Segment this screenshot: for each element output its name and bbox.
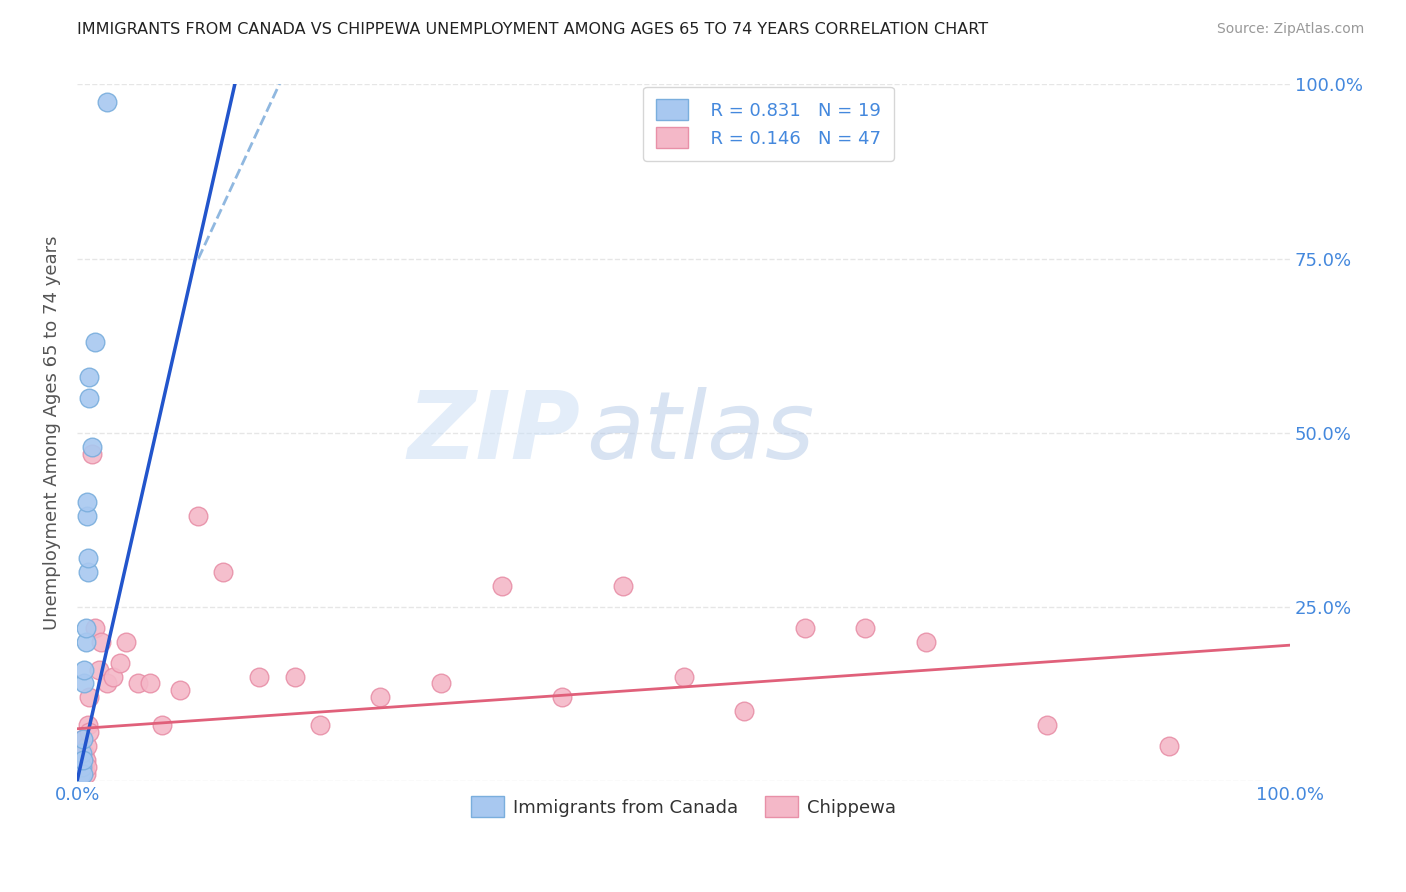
Point bbox=[73, 676, 96, 690]
Point bbox=[108, 656, 131, 670]
Point bbox=[96, 676, 118, 690]
Point bbox=[733, 704, 755, 718]
Point bbox=[70, 746, 93, 760]
Point bbox=[672, 669, 695, 683]
Text: ZIP: ZIP bbox=[408, 387, 581, 479]
Point bbox=[370, 690, 392, 705]
Point bbox=[127, 676, 149, 690]
Point bbox=[77, 725, 100, 739]
Point bbox=[169, 683, 191, 698]
Point bbox=[75, 767, 97, 781]
Point bbox=[1157, 739, 1180, 754]
Point bbox=[75, 621, 97, 635]
Text: IMMIGRANTS FROM CANADA VS CHIPPEWA UNEMPLOYMENT AMONG AGES 65 TO 74 YEARS CORREL: IMMIGRANTS FROM CANADA VS CHIPPEWA UNEMP… bbox=[77, 22, 988, 37]
Point bbox=[80, 440, 103, 454]
Point bbox=[72, 767, 94, 781]
Point bbox=[77, 391, 100, 405]
Point bbox=[915, 634, 938, 648]
Point bbox=[72, 760, 94, 774]
Point bbox=[90, 634, 112, 648]
Point bbox=[211, 565, 233, 579]
Point bbox=[284, 669, 307, 683]
Point bbox=[70, 760, 93, 774]
Point bbox=[80, 447, 103, 461]
Text: atlas: atlas bbox=[586, 387, 814, 478]
Point bbox=[855, 621, 877, 635]
Point bbox=[70, 746, 93, 760]
Point bbox=[139, 676, 162, 690]
Point bbox=[84, 621, 107, 635]
Point bbox=[76, 495, 98, 509]
Point bbox=[69, 767, 91, 781]
Point bbox=[77, 718, 100, 732]
Legend: Immigrants from Canada, Chippewa: Immigrants from Canada, Chippewa bbox=[464, 789, 903, 824]
Point bbox=[308, 718, 330, 732]
Y-axis label: Unemployment Among Ages 65 to 74 years: Unemployment Among Ages 65 to 74 years bbox=[44, 235, 60, 630]
Point bbox=[247, 669, 270, 683]
Point bbox=[114, 634, 136, 648]
Point bbox=[72, 767, 94, 781]
Point bbox=[73, 663, 96, 677]
Point bbox=[73, 760, 96, 774]
Point bbox=[73, 746, 96, 760]
Point bbox=[69, 753, 91, 767]
Point bbox=[84, 335, 107, 350]
Point bbox=[77, 565, 100, 579]
Point bbox=[150, 718, 173, 732]
Point bbox=[491, 579, 513, 593]
Point bbox=[430, 676, 453, 690]
Point bbox=[793, 621, 815, 635]
Point bbox=[69, 767, 91, 781]
Point bbox=[77, 551, 100, 566]
Point bbox=[69, 760, 91, 774]
Point bbox=[612, 579, 634, 593]
Point bbox=[76, 760, 98, 774]
Point bbox=[69, 767, 91, 781]
Point bbox=[72, 732, 94, 747]
Point bbox=[72, 753, 94, 767]
Point bbox=[75, 753, 97, 767]
Point bbox=[70, 760, 93, 774]
Point bbox=[75, 634, 97, 648]
Text: Source: ZipAtlas.com: Source: ZipAtlas.com bbox=[1216, 22, 1364, 37]
Point bbox=[1036, 718, 1059, 732]
Point bbox=[77, 690, 100, 705]
Point bbox=[76, 739, 98, 754]
Point bbox=[551, 690, 574, 705]
Point bbox=[76, 509, 98, 524]
Point bbox=[72, 732, 94, 747]
Point bbox=[187, 509, 209, 524]
Point bbox=[96, 95, 118, 109]
Point bbox=[87, 663, 110, 677]
Point bbox=[103, 669, 125, 683]
Point bbox=[77, 370, 100, 384]
